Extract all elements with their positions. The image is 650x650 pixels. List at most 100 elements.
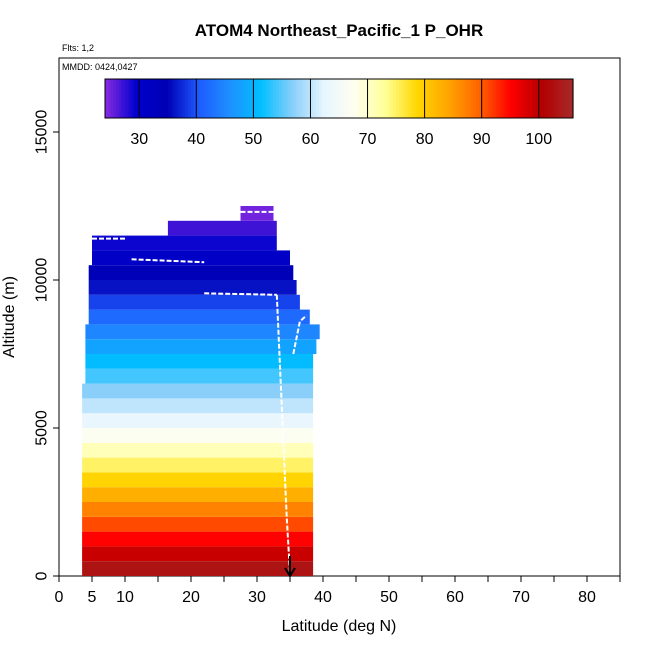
colorbar-swatch	[173, 79, 177, 118]
colorbar-swatch	[307, 79, 312, 118]
colorbar-swatch	[413, 79, 417, 118]
colorbar-swatch	[418, 79, 423, 118]
heatmap-band	[88, 280, 297, 295]
colorbar-swatch	[119, 79, 123, 118]
colorbar-swatch	[259, 79, 263, 118]
heatmap-band	[85, 368, 314, 384]
colorbar-swatch	[558, 79, 563, 118]
colorbar-swatch	[179, 79, 183, 118]
heatmap-band	[85, 324, 320, 340]
colorbar-swatch	[456, 79, 460, 118]
colorbar-swatch	[433, 79, 437, 118]
colorbar-swatch	[139, 79, 143, 118]
colorbar-swatch	[182, 79, 186, 118]
y-tick-label: 10000	[34, 258, 51, 303]
colorbar-swatch	[216, 79, 220, 118]
colorbar-swatch	[533, 79, 537, 118]
colorbar-swatch	[470, 79, 474, 118]
colorbar-swatch	[564, 79, 568, 118]
profile-bands	[82, 206, 320, 576]
colorbar-swatch	[105, 79, 109, 118]
colorbar-swatch	[450, 79, 454, 118]
x-tick-label: 50	[380, 589, 398, 606]
colorbar-swatch	[250, 79, 254, 118]
colorbar-swatch	[535, 79, 540, 118]
heatmap-band	[82, 487, 314, 502]
colorbar-tick-label: 50	[244, 131, 262, 148]
y-tick-label: 0	[34, 571, 51, 580]
colorbar-swatch	[398, 79, 403, 118]
colorbar-swatch	[370, 79, 374, 118]
colorbar-swatch	[127, 79, 132, 118]
colorbar-swatch	[144, 79, 149, 118]
colorbar-swatch	[273, 79, 277, 118]
colorbar-swatch	[473, 79, 477, 118]
colorbar-swatch	[301, 79, 306, 118]
colorbar-swatch	[464, 79, 469, 118]
colorbar-swatch	[210, 79, 215, 118]
flight-tracks	[92, 210, 308, 578]
colorbar-swatch	[410, 79, 414, 118]
heatmap-band	[82, 516, 314, 532]
dates-label: MMDD: 0424,0427	[62, 62, 138, 72]
colorbar-swatch	[441, 79, 446, 118]
colorbar-swatch	[350, 79, 354, 118]
colorbar-swatch	[504, 79, 508, 118]
colorbar-swatch	[513, 79, 517, 118]
colorbar-swatch	[184, 79, 189, 118]
colorbar-swatch	[159, 79, 163, 118]
colorbar-swatch	[124, 79, 129, 118]
colorbar-swatch	[461, 79, 466, 118]
colorbar-swatch	[367, 79, 371, 118]
colorbar-swatch	[227, 79, 232, 118]
heatmap-band	[85, 354, 314, 369]
colorbar-swatch	[236, 79, 240, 118]
colorbar-swatch	[358, 79, 363, 118]
colorbar-swatch	[381, 79, 386, 118]
colorbar-swatch	[510, 79, 514, 118]
colorbar-swatch	[427, 79, 431, 118]
heatmap-band	[82, 472, 314, 488]
colorbar-swatch	[256, 79, 260, 118]
flight-track	[131, 258, 205, 264]
x-axis-label: Latitude (deg N)	[282, 618, 397, 635]
y-tick-label: 15000	[34, 110, 51, 155]
colorbar-swatch	[547, 79, 551, 118]
colorbar-swatch	[190, 79, 195, 118]
colorbar-swatch	[507, 79, 511, 118]
colorbar-swatch	[515, 79, 520, 118]
colorbar-swatch	[356, 79, 360, 118]
colorbar-tick-label: 60	[302, 131, 320, 148]
colorbar-swatch	[261, 79, 266, 118]
heatmap-band	[92, 235, 277, 251]
colorbar-swatch	[156, 79, 160, 118]
colorbar-tick-label: 30	[130, 131, 148, 148]
colorbar-swatch	[378, 79, 383, 118]
colorbar-swatch	[390, 79, 394, 118]
colorbar-swatch	[384, 79, 389, 118]
colorbar-swatch	[230, 79, 235, 118]
heatmap-band	[85, 339, 317, 354]
colorbar-swatch	[430, 79, 434, 118]
colorbar-swatch	[239, 79, 243, 118]
colorbar-swatch	[213, 79, 217, 118]
colorbar-swatch	[270, 79, 274, 118]
colorbar-swatch	[136, 79, 140, 118]
colorbar-swatch	[538, 79, 543, 118]
heatmap-band	[88, 294, 300, 310]
colorbar-swatch	[436, 79, 440, 118]
colorbar-swatch	[438, 79, 443, 118]
colorbar-swatch	[501, 79, 506, 118]
colorbar-swatch	[453, 79, 457, 118]
colorbar-swatch	[570, 79, 574, 118]
plot-frame	[58, 57, 621, 577]
colorbar-swatch	[407, 79, 411, 118]
colorbar-swatch	[396, 79, 400, 118]
x-tick-label: 30	[248, 589, 266, 606]
colorbar-swatch	[310, 79, 314, 118]
colorbar-swatch	[336, 79, 340, 118]
colorbar-swatch	[142, 79, 146, 118]
colorbar-swatch	[287, 79, 292, 118]
colorbar-swatch	[333, 79, 337, 118]
colorbar-swatch	[561, 79, 566, 118]
